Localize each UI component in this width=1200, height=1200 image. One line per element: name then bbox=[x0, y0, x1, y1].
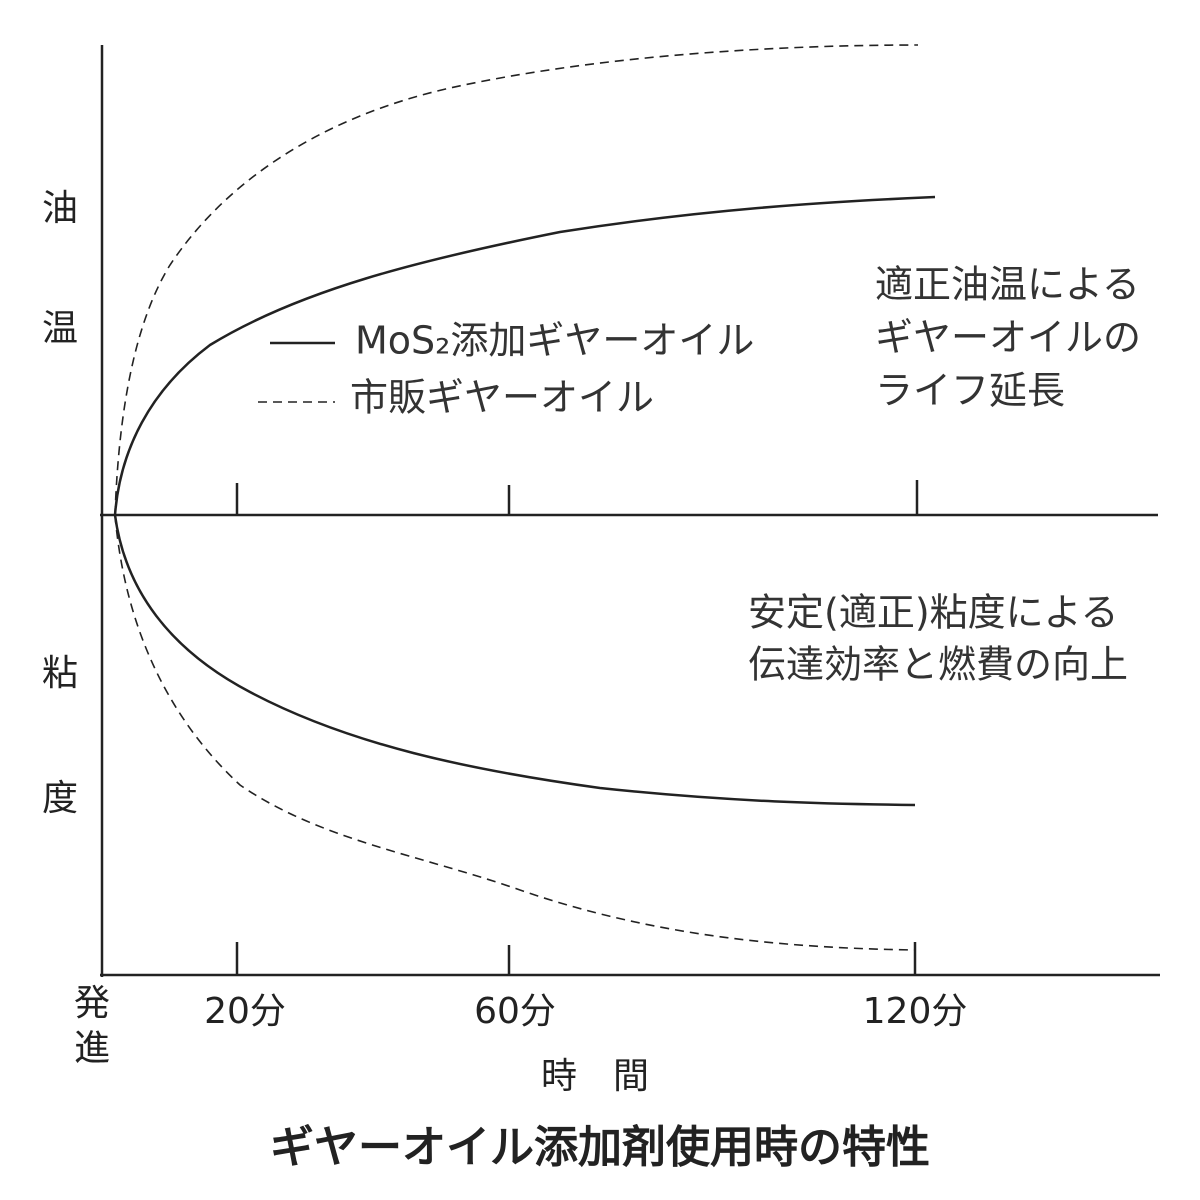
annotation: 伝達効率と燃費の向上 bbox=[748, 643, 1128, 687]
annotation: 安定(適正)粘度による bbox=[748, 591, 1119, 635]
legend-dashed: 市販ギヤーオイル bbox=[350, 376, 654, 420]
dashed-lower-curve bbox=[114, 514, 916, 951]
y-label: 度 bbox=[42, 778, 78, 819]
x-tick-label: 60分 bbox=[474, 991, 556, 1032]
y-label: 温 bbox=[42, 308, 78, 349]
solid-lower-curve bbox=[113, 514, 916, 807]
y-label: 粘 bbox=[42, 653, 78, 694]
solid-upper-curve bbox=[113, 195, 936, 516]
annotation: ギヤーオイルの bbox=[875, 316, 1141, 360]
origin-label: 発 bbox=[74, 983, 110, 1024]
x-tick-label: 120分 bbox=[863, 991, 968, 1032]
dashed-upper-curve bbox=[114, 44, 919, 516]
x-axis-title: 時 間 bbox=[541, 1056, 649, 1097]
title: ギヤーオイル添加剤使用時の特性 bbox=[270, 1122, 930, 1173]
annotation: 適正油温による bbox=[875, 263, 1140, 307]
y-label: 油 bbox=[42, 188, 78, 229]
ticks bbox=[235, 480, 919, 975]
annotation: ライフ延長 bbox=[875, 369, 1065, 413]
legend-solid: MoS₂添加ギヤーオイル bbox=[355, 319, 754, 363]
x-tick-label: 20分 bbox=[204, 991, 286, 1032]
origin-label: 進 bbox=[74, 1028, 110, 1069]
